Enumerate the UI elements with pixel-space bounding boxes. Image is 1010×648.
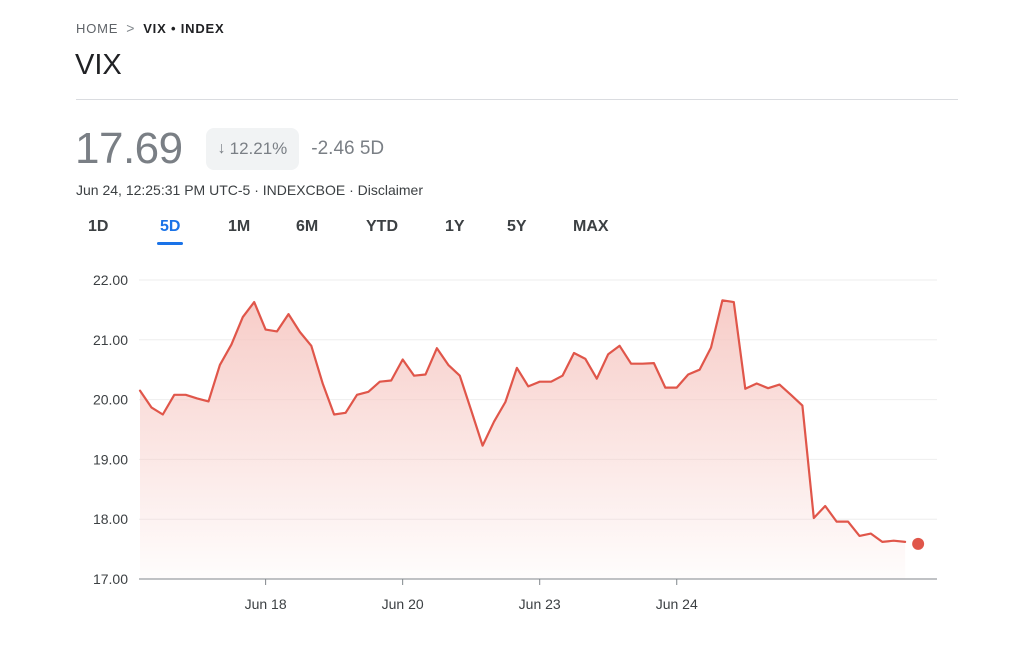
tab-1m[interactable]: 1M xyxy=(228,218,251,235)
current-price: 17.69 xyxy=(75,124,183,173)
arrow-down-icon: ↓ xyxy=(217,140,226,157)
series-area xyxy=(140,300,906,579)
last-price-marker xyxy=(912,537,925,550)
x-tick-label: Jun 23 xyxy=(519,596,561,612)
tab-6m[interactable]: 6M xyxy=(296,218,319,235)
x-tick-label: Jun 20 xyxy=(382,596,424,612)
y-tick-label: 17.00 xyxy=(93,571,128,587)
y-tick-label: 21.00 xyxy=(93,332,128,348)
quote-summary: 17.69 ↓ 12.21% -2.46 5D xyxy=(75,124,384,174)
tab-1y[interactable]: 1Y xyxy=(445,218,465,235)
tab-ytd[interactable]: YTD xyxy=(366,218,398,235)
tab-1d[interactable]: 1D xyxy=(88,218,109,235)
y-tick-label: 19.00 xyxy=(93,451,128,467)
breadcrumb-separator-icon: > xyxy=(126,20,136,36)
page-title: VIX xyxy=(75,49,122,81)
breadcrumb-home[interactable]: HOME xyxy=(76,20,119,36)
change-absolute: -2.46 5D xyxy=(311,138,385,159)
y-tick-label: 18.00 xyxy=(93,511,128,527)
y-tick-label: 22.00 xyxy=(93,272,128,288)
tab-5d[interactable]: 5D xyxy=(156,218,184,245)
divider xyxy=(76,99,958,100)
tab-5y[interactable]: 5Y xyxy=(507,218,527,235)
breadcrumb-current: VIX • INDEX xyxy=(143,20,225,36)
tab-max[interactable]: MAX xyxy=(573,218,609,235)
change-percent-badge: ↓ 12.21% xyxy=(205,128,300,170)
x-tick-label: Jun 18 xyxy=(245,596,287,612)
breadcrumb: HOME > VIX • INDEX xyxy=(76,20,224,36)
change-percent: 12.21% xyxy=(229,139,288,158)
series-line xyxy=(138,299,907,543)
x-tick-label: Jun 24 xyxy=(656,596,698,612)
y-tick-label: 20.00 xyxy=(93,392,128,408)
quote-meta: Jun 24, 12:25:31 PM UTC-5 · INDEXCBOE · … xyxy=(76,182,423,198)
